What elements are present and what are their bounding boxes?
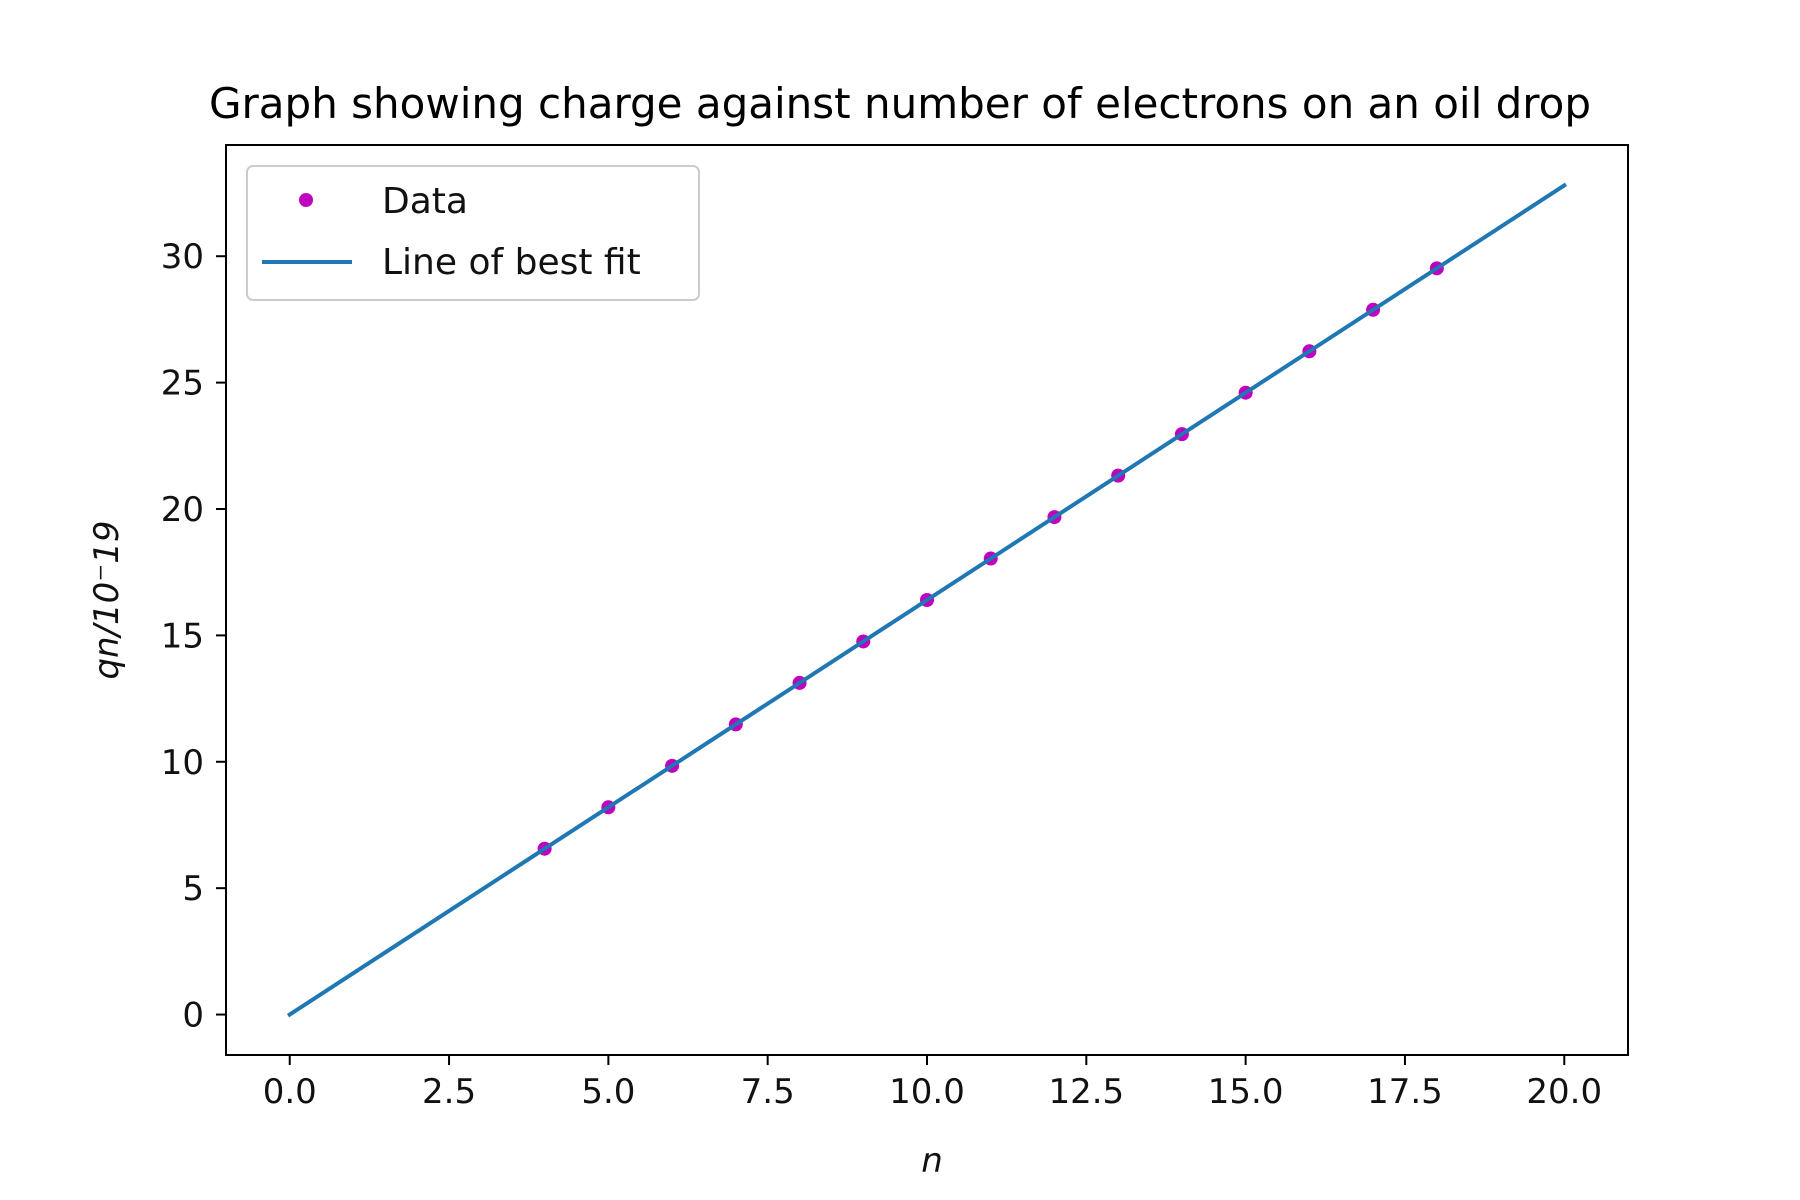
x-tick-label: 10.0	[889, 1072, 965, 1112]
x-tick-label: 17.5	[1367, 1072, 1443, 1112]
x-tick-label: 15.0	[1208, 1072, 1284, 1112]
y-tick-label: 25	[161, 364, 204, 404]
legend-label-fit: Line of best fit	[382, 242, 641, 283]
y-axis: 0 5 10 15 20 25 30	[161, 237, 226, 1036]
x-axis: 0.0 2.5 5.0 7.5 10.0 12.5 15.0 17.5 20.0	[263, 1055, 1602, 1112]
y-tick-label: 30	[161, 237, 204, 277]
x-tick-label: 0.0	[263, 1072, 317, 1112]
legend: Data Line of best fit	[246, 165, 700, 301]
x-tick-label: 5.0	[581, 1072, 635, 1112]
x-axis-label: n	[921, 1141, 943, 1181]
y-tick-label: 15	[161, 616, 204, 656]
series-layer	[286, 182, 1568, 1018]
best-fit-line	[286, 182, 1568, 1018]
chart-title: Graph showing charge against number of e…	[209, 79, 1591, 128]
legend-frame	[246, 165, 700, 301]
x-tick-label: 2.5	[422, 1072, 476, 1112]
x-tick-label: 7.5	[741, 1072, 795, 1112]
y-tick-label: 0	[182, 996, 204, 1036]
x-tick-label: 12.5	[1048, 1072, 1124, 1112]
legend-label-data: Data	[382, 181, 468, 222]
y-tick-label: 20	[161, 490, 204, 530]
y-tick-label: 10	[161, 743, 204, 783]
y-tick-label: 5	[182, 869, 204, 909]
legend-marker-data	[299, 193, 313, 207]
x-tick-label: 20.0	[1526, 1072, 1602, 1112]
y-axis-label: qn/10⁻19	[87, 520, 127, 679]
